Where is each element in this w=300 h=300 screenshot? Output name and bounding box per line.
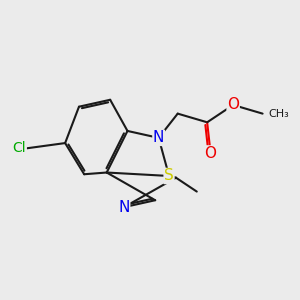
Text: O: O [205, 146, 217, 161]
Text: N: N [153, 130, 164, 146]
Text: N: N [118, 200, 130, 215]
Text: CH₃: CH₃ [269, 109, 290, 118]
Text: S: S [164, 169, 174, 184]
Text: Cl: Cl [13, 141, 26, 155]
Text: O: O [227, 98, 239, 112]
